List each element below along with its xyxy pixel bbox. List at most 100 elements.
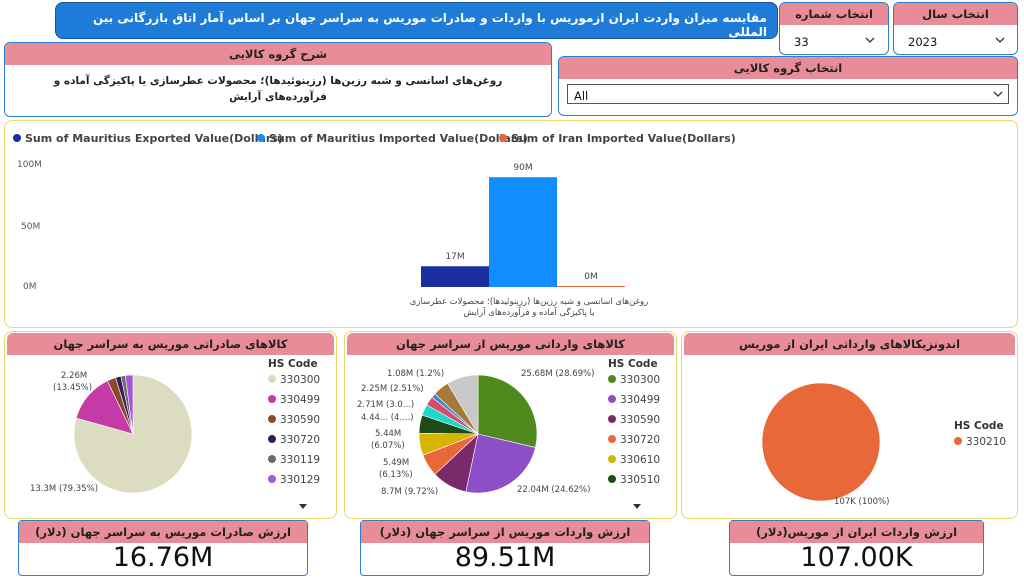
import-legend-label: 330300 <box>620 374 661 386</box>
export-legend-item[interactable]: 330300 <box>268 374 320 386</box>
pie2-label-3: 4.44... (4....) <box>361 413 414 423</box>
export-legend-item[interactable]: 330720 <box>268 434 320 446</box>
legend-item-imported[interactable]: Sum of Mauritius Imported Value(Dollars) <box>257 132 528 145</box>
chapter-slicer: انتخاب شماره فصل 33 <box>779 2 889 55</box>
legend-item-iran[interactable]: Sum of Iran Imported Value(Dollars) <box>499 132 736 145</box>
import-legend-swatch <box>608 415 616 423</box>
scroll-down-icon[interactable] <box>633 504 641 510</box>
year-value: 2023 <box>908 35 938 49</box>
legend-label-exported: Sum of Mauritius Exported Value(Dollars) <box>25 132 283 145</box>
bar-exported[interactable] <box>421 266 489 287</box>
legend-swatch-exported <box>13 134 21 142</box>
export-legend-label: 330300 <box>280 374 321 386</box>
pie2-label-8: 8.7M (9.72%) <box>381 487 439 497</box>
year-dropdown[interactable]: 2023 <box>902 31 1010 51</box>
y-tick-100: 100M <box>17 160 42 170</box>
import-legend-item[interactable]: 330610 <box>608 454 660 466</box>
import-legend-swatch <box>608 475 616 483</box>
import-slice-330300[interactable] <box>477 374 538 448</box>
bar-chart-svg <box>421 177 625 287</box>
description-label: شرح گروه کالایی <box>5 43 551 65</box>
pie2-label-5: (6.07%) <box>371 441 405 451</box>
export-legend-swatch <box>268 455 276 463</box>
export-legend-item[interactable]: 330499 <box>268 394 320 406</box>
export-pie-svg <box>73 374 193 494</box>
bar-label-imported: 90M <box>513 163 533 174</box>
pie3-label-0: 107K (100%) <box>834 497 890 507</box>
legend-swatch-iran <box>499 134 507 142</box>
kpi-iran-label: ارزش واردات ایران از موریس(دلار) <box>730 521 983 543</box>
legend-label-iran: Sum of Iran Imported Value(Dollars) <box>511 132 736 145</box>
bar-label-iran: 0M <box>584 272 598 282</box>
export-legend-item[interactable]: 330590 <box>268 414 320 426</box>
page-title: مقایسه میزان واردت ایران ازموریس با وارد… <box>55 2 778 39</box>
kpi-import-value: 89.51M <box>454 542 556 573</box>
export-legend-item[interactable]: 330129 <box>268 474 320 486</box>
pie2-label-9: 22.04M (24.62%) <box>517 485 591 495</box>
iran-legend-item[interactable]: 330210 <box>954 436 1006 448</box>
description-text: روغن‌های اسانسی و شبه رزین‌ها (رزینوئیده… <box>53 75 503 103</box>
export-legend-swatch <box>268 475 276 483</box>
import-legend-label: 330510 <box>620 474 661 486</box>
chevron-down-icon <box>993 91 1003 97</box>
description-panel: شرح گروه کالایی روغن‌های اسانسی و شبه رز… <box>4 42 552 117</box>
iran-pie-panel: اندونزیکالاهای وارداتی ایران از موریس 10… <box>681 331 1018 519</box>
export-legend-item[interactable]: 330119 <box>268 454 320 466</box>
scroll-down-icon[interactable] <box>299 504 307 510</box>
export-legend-label: 330129 <box>280 474 321 486</box>
import-legend-swatch <box>608 455 616 463</box>
bar-imported[interactable] <box>489 177 557 287</box>
legend-swatch-imported <box>257 134 265 142</box>
import-legend-item[interactable]: 330499 <box>608 394 660 406</box>
kpi-export-label: ارزش صادرات موریس به سراسر جهان (دلار) <box>19 521 307 543</box>
import-legend-swatch <box>608 375 616 383</box>
kpi-import-label: ارزش واردات موریس از سراسر جهان (دلار) <box>361 521 649 543</box>
pie3-legend-title: HS Code <box>954 420 1004 432</box>
export-legend-swatch <box>268 415 276 423</box>
import-pie-title: کالاهای وارداتی موریس از سراسر جهان <box>347 333 674 355</box>
import-legend-label: 330590 <box>620 414 661 426</box>
chapter-dropdown[interactable]: 33 <box>788 31 880 51</box>
import-legend-item[interactable]: 330720 <box>608 434 660 446</box>
year-slicer: انتخاب سال 2023 <box>893 2 1018 55</box>
pie2-label-7: (6.13%) <box>379 470 413 480</box>
pie2-legend-title: HS Code <box>608 358 658 370</box>
kpi-export-value: 16.76M <box>112 542 214 573</box>
legend-label-imported: Sum of Mauritius Imported Value(Dollars) <box>269 132 528 145</box>
pie1-label-c: 13.3M (79.35%) <box>30 484 99 494</box>
import-slice-330499[interactable] <box>465 433 536 494</box>
iran-legend-swatch <box>954 437 962 445</box>
group-dropdown[interactable]: All <box>567 84 1009 104</box>
import-legend-item[interactable]: 330300 <box>608 374 660 386</box>
import-legend-swatch <box>608 395 616 403</box>
chapter-value: 33 <box>794 35 809 49</box>
import-legend-item[interactable]: 330510 <box>608 474 660 486</box>
export-legend-label: 330499 <box>280 394 321 406</box>
import-slice-other-5[interactable] <box>447 374 479 436</box>
group-slicer: انتخاب گروه کالایی All <box>558 56 1018 116</box>
import-legend-item[interactable]: 330590 <box>608 414 660 426</box>
year-slicer-label: انتخاب سال <box>894 3 1017 25</box>
export-slice-330129[interactable] <box>124 374 134 435</box>
pie2-label-1: 2.25M (2.51%) <box>361 384 424 394</box>
group-value: All <box>574 89 589 103</box>
iran-pie-title: اندونزیکالاهای وارداتی ایران از موریس <box>684 333 1015 355</box>
import-legend-label: 330720 <box>620 434 661 446</box>
export-pie-title: کالاهای صادراتی موریس به سراسر جهان <box>7 333 334 355</box>
pie2-label-2: 2.71M (3.0...) <box>357 400 415 410</box>
bar-iran[interactable] <box>557 286 625 287</box>
y-tick-50: 50M <box>21 222 41 232</box>
y-tick-0: 0M <box>23 282 37 292</box>
import-legend-label: 330610 <box>620 454 661 466</box>
export-legend-label: 330720 <box>280 434 321 446</box>
bar-label-exported: 17M <box>445 252 465 263</box>
iran-legend-label: 330210 <box>966 436 1007 448</box>
export-legend-label: 330590 <box>280 414 321 426</box>
iran-slice-330210[interactable] <box>761 382 881 502</box>
kpi-iran: ارزش واردات ایران از موریس(دلار) 107.00K <box>729 520 984 576</box>
pie1-label-a: 2.26M <box>61 371 88 381</box>
chevron-down-icon <box>865 37 875 43</box>
export-legend-swatch <box>268 435 276 443</box>
pie2-label-0: 1.08M (1.2%) <box>387 369 445 379</box>
legend-item-exported[interactable]: Sum of Mauritius Exported Value(Dollars) <box>13 132 283 145</box>
